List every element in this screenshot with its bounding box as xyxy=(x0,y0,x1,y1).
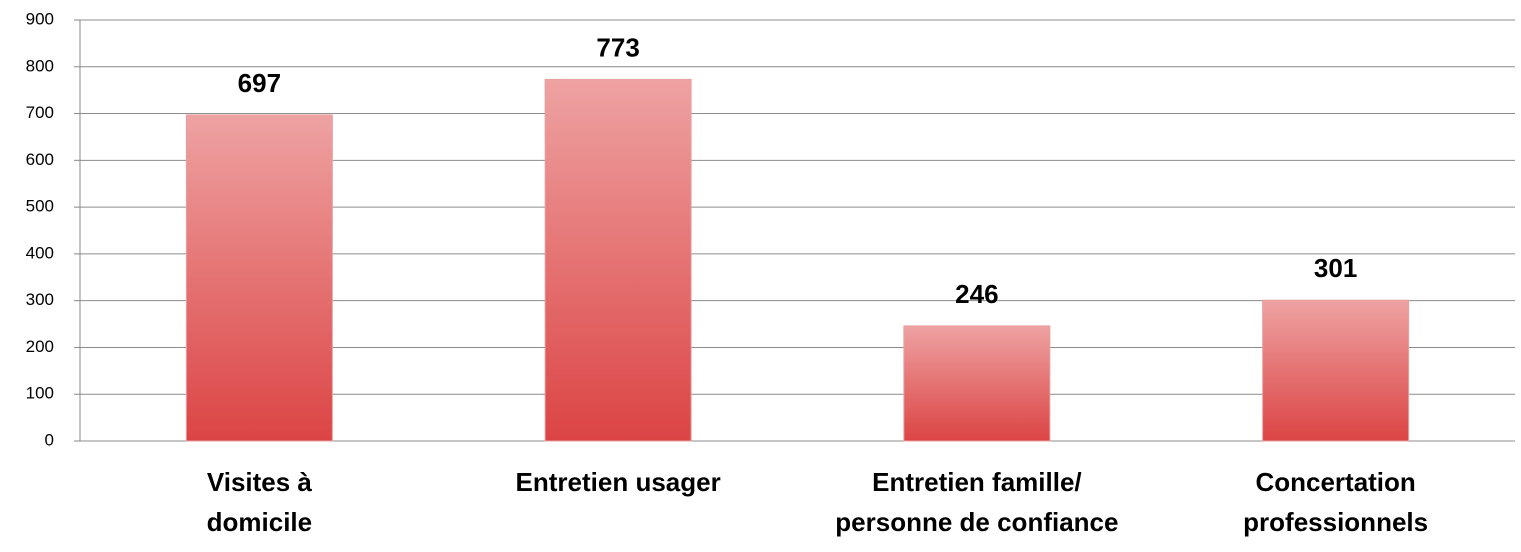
y-tick-label: 400 xyxy=(26,243,54,262)
y-tick-label: 900 xyxy=(26,9,54,28)
value-label: 301 xyxy=(1314,253,1357,283)
bar xyxy=(185,114,333,442)
x-tick-label: Visites à domicile xyxy=(206,467,313,537)
y-tick-label: 200 xyxy=(26,337,54,356)
bar xyxy=(1262,299,1410,442)
y-tick-label: 300 xyxy=(26,290,54,309)
value-label: 246 xyxy=(955,279,998,309)
x-tick-label: Entretien usager xyxy=(515,467,721,497)
value-label: 773 xyxy=(596,32,639,62)
bar xyxy=(903,325,1051,442)
y-tick-label: 600 xyxy=(26,150,54,169)
bar xyxy=(544,78,692,442)
y-tick-label: 100 xyxy=(26,384,54,403)
y-tick-label: 800 xyxy=(26,56,54,75)
x-tick-label: Entretien famille/ personne de confiance xyxy=(835,467,1119,537)
y-tick-label: 0 xyxy=(45,430,54,449)
x-tick-label: Concertation professionnels xyxy=(1243,467,1429,537)
y-tick-label: 700 xyxy=(26,103,54,122)
value-label: 697 xyxy=(238,68,281,98)
y-tick-label: 500 xyxy=(26,197,54,216)
